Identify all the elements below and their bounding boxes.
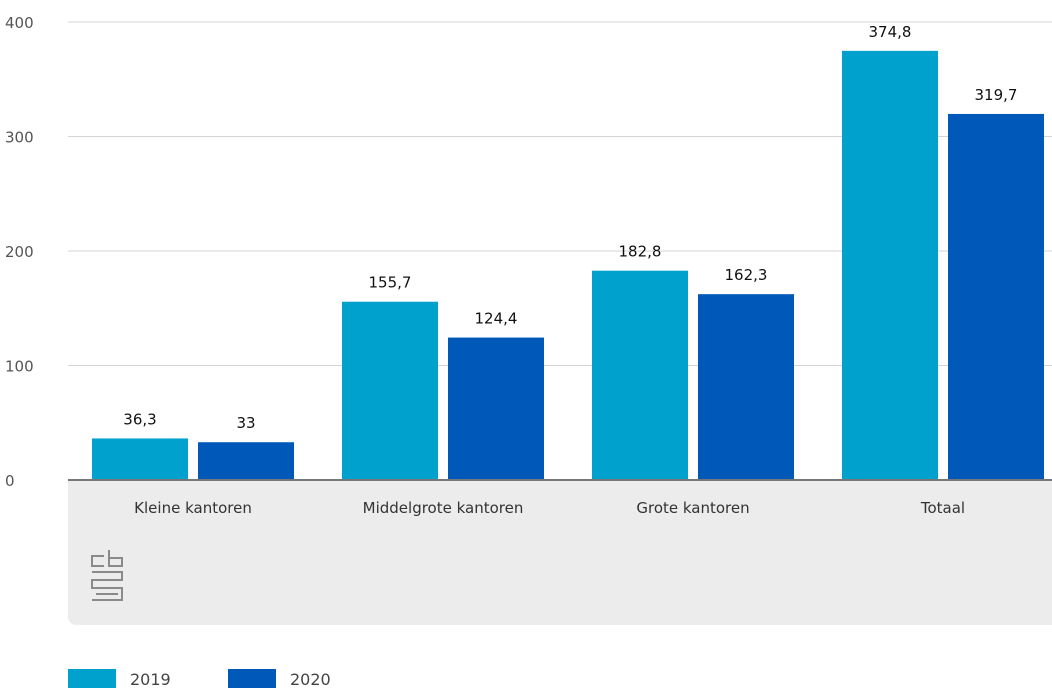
bar xyxy=(342,301,438,480)
data-label: 124,4 xyxy=(475,310,518,328)
y-tick-label: 100 xyxy=(5,358,34,376)
bar xyxy=(948,113,1044,481)
y-tick-label: 0 xyxy=(5,472,15,490)
data-label: 182,8 xyxy=(619,243,662,261)
x-axis-band-top xyxy=(68,480,1052,490)
data-label: 33 xyxy=(236,414,255,432)
legend-label: 2020 xyxy=(290,670,331,688)
cbs-logo-icon xyxy=(91,550,123,601)
legend-swatch xyxy=(228,669,276,688)
data-label: 36,3 xyxy=(123,410,156,428)
legend-swatch xyxy=(68,669,116,688)
bar xyxy=(698,294,794,480)
x-tick-label: Kleine kantoren xyxy=(134,499,252,517)
legend-label: 2019 xyxy=(130,670,171,688)
x-tick-label: Middelgrote kantoren xyxy=(363,499,524,517)
data-label: 162,3 xyxy=(725,266,768,284)
data-label: 155,7 xyxy=(369,274,412,292)
x-axis-band xyxy=(68,480,1052,625)
data-label: 319,7 xyxy=(975,86,1018,104)
bar xyxy=(92,438,188,480)
bar xyxy=(198,442,294,480)
data-label: 374,8 xyxy=(869,23,912,41)
y-tick-label: 300 xyxy=(5,129,34,147)
bar xyxy=(448,337,544,480)
y-tick-label: 200 xyxy=(5,243,34,261)
bar xyxy=(842,50,938,480)
bar xyxy=(592,270,688,480)
y-tick-label: 400 xyxy=(5,14,34,32)
x-tick-label: Totaal xyxy=(920,499,965,517)
x-tick-label: Grote kantoren xyxy=(636,499,749,517)
